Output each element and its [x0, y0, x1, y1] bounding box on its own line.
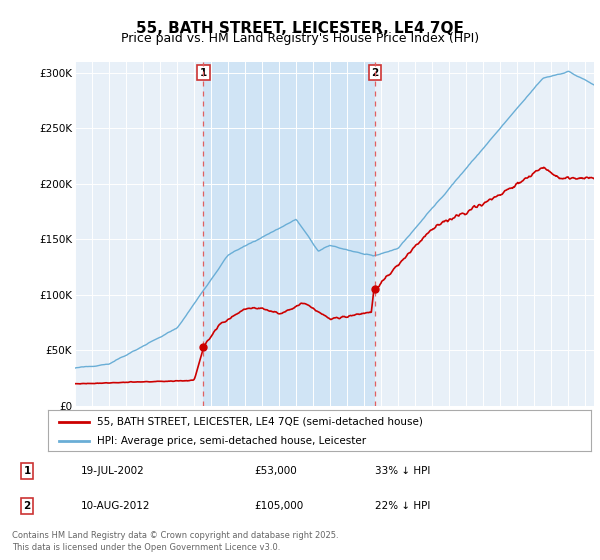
Text: 33% ↓ HPI: 33% ↓ HPI [375, 466, 430, 476]
Text: 22% ↓ HPI: 22% ↓ HPI [375, 501, 430, 511]
Text: 1: 1 [23, 466, 31, 476]
Text: 10-AUG-2012: 10-AUG-2012 [81, 501, 151, 511]
Text: HPI: Average price, semi-detached house, Leicester: HPI: Average price, semi-detached house,… [97, 436, 366, 446]
Text: Price paid vs. HM Land Registry's House Price Index (HPI): Price paid vs. HM Land Registry's House … [121, 32, 479, 45]
Text: Contains HM Land Registry data © Crown copyright and database right 2025.
This d: Contains HM Land Registry data © Crown c… [12, 531, 338, 552]
Text: 2: 2 [23, 501, 31, 511]
Text: 2: 2 [371, 68, 379, 78]
Text: £53,000: £53,000 [254, 466, 296, 476]
Text: 1: 1 [200, 68, 207, 78]
Bar [203, 62, 375, 406]
Text: 19-JUL-2002: 19-JUL-2002 [81, 466, 145, 476]
Text: 55, BATH STREET, LEICESTER, LE4 7QE: 55, BATH STREET, LEICESTER, LE4 7QE [136, 21, 464, 36]
Text: £105,000: £105,000 [254, 501, 303, 511]
Text: 55, BATH STREET, LEICESTER, LE4 7QE (semi-detached house): 55, BATH STREET, LEICESTER, LE4 7QE (sem… [97, 417, 423, 427]
